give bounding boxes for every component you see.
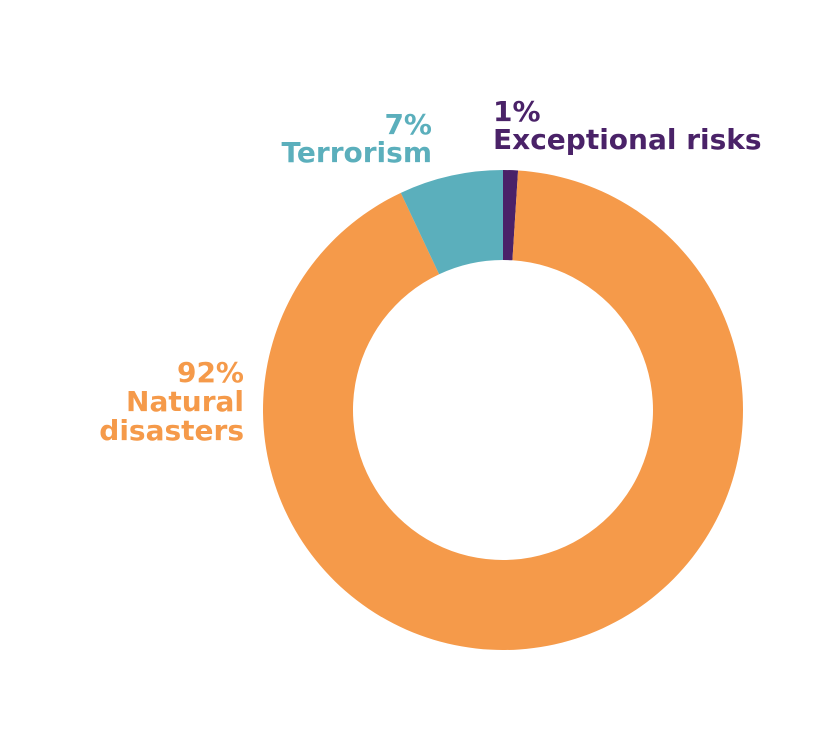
label-terrorism: 7% Terrorism bbox=[282, 108, 432, 169]
label-natural-disasters-pct: 92% bbox=[177, 356, 244, 389]
label-exceptional-risks-pct: 1% bbox=[493, 95, 541, 128]
label-natural-disasters-name-line1: Natural bbox=[126, 385, 244, 418]
label-terrorism-name: Terrorism bbox=[282, 136, 432, 169]
slice-exceptional-risks bbox=[503, 170, 519, 261]
label-natural-disasters: 92% Natural disasters bbox=[99, 356, 244, 447]
label-exceptional-risks: 1% Exceptional risks bbox=[493, 95, 762, 156]
label-exceptional-risks-name: Exceptional risks bbox=[493, 123, 762, 156]
slice-terrorism bbox=[400, 170, 503, 275]
label-natural-disasters-name-line2: disasters bbox=[99, 414, 244, 447]
donut-slices bbox=[262, 170, 743, 651]
slice-natural-disasters bbox=[262, 170, 743, 651]
label-terrorism-pct: 7% bbox=[384, 108, 432, 141]
